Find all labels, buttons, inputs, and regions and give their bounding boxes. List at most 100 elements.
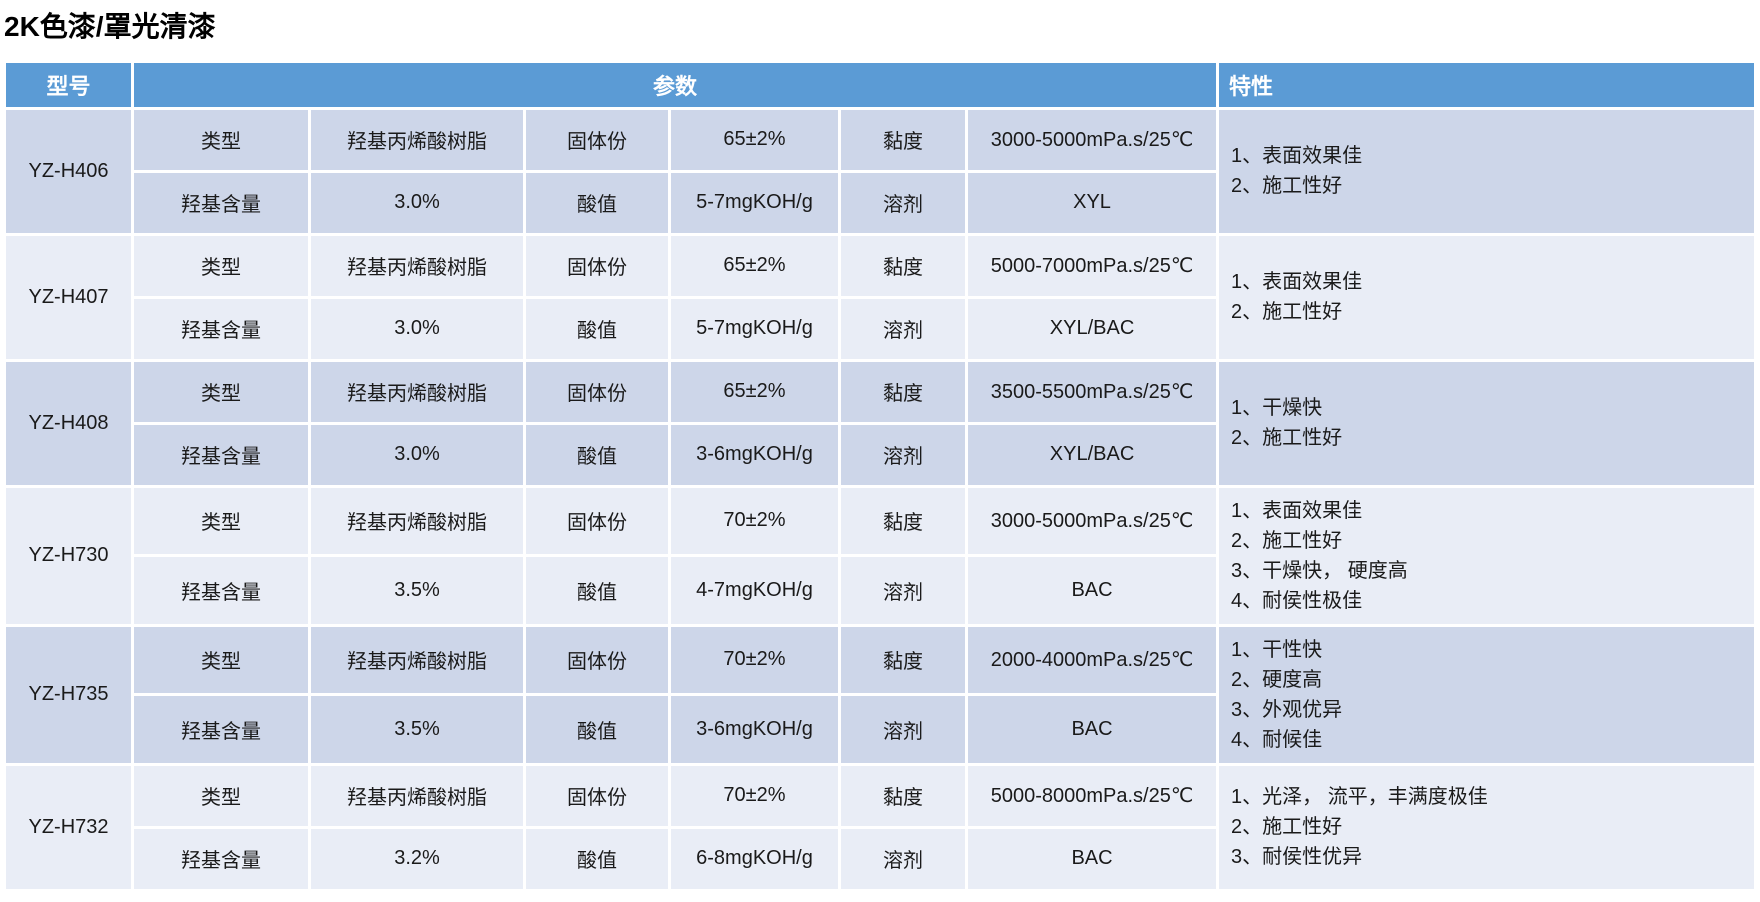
param-label-solvent: 溶剂 xyxy=(841,557,965,624)
param-label-viscosity: 黏度 xyxy=(841,765,965,826)
table-row-line2: 羟基含量 3.0% 酸值 3-6mgKOH/g 溶剂 XYL/BAC xyxy=(6,424,1754,485)
param-label-solvent: 溶剂 xyxy=(841,424,965,485)
param-label-solvent: 溶剂 xyxy=(841,172,965,233)
param-value-acid-value: 5-7mgKOH/g xyxy=(671,298,838,359)
feature-item: 2、施工性好 xyxy=(1231,529,1343,552)
features-list: 1、表面效果佳 2、施工性好 xyxy=(1231,267,1746,327)
feature-item: 2、施工性好 xyxy=(1231,427,1343,450)
param-label-acid-value: 酸值 xyxy=(526,557,668,624)
param-label-viscosity: 黏度 xyxy=(841,487,965,555)
table-row-line2: 羟基含量 3.2% 酸值 6-8mgKOH/g 溶剂 BAC xyxy=(6,828,1754,889)
table-row-line2: 羟基含量 3.0% 酸值 5-7mgKOH/g 溶剂 XYL/BAC xyxy=(6,298,1754,359)
param-label-acid-value: 酸值 xyxy=(526,298,668,359)
param-value-solvent: BAC xyxy=(968,696,1217,763)
model-cell: YZ-H407 xyxy=(6,235,131,359)
param-label-hydroxyl-content: 羟基含量 xyxy=(134,557,308,624)
param-label-solid-content: 固体份 xyxy=(526,765,668,826)
feature-item: 3、干燥快， 硬度高 xyxy=(1231,559,1408,582)
param-value-hydroxyl-content: 3.2% xyxy=(311,828,523,889)
param-value-solvent: XYL/BAC xyxy=(968,298,1217,359)
param-value-solvent: XYL/BAC xyxy=(968,424,1217,485)
param-label-hydroxyl-content: 羟基含量 xyxy=(134,828,308,889)
features-list: 1、表面效果佳 2、施工性好 xyxy=(1231,141,1746,201)
param-value-acid-value: 4-7mgKOH/g xyxy=(671,557,838,624)
param-value-type: 羟基丙烯酸树脂 xyxy=(311,235,523,296)
features-cell: 1、干燥快 2、施工性好 xyxy=(1219,361,1754,485)
param-label-solid-content: 固体份 xyxy=(526,235,668,296)
features-cell: 1、表面效果佳 2、施工性好 3、干燥快， 硬度高 4、耐侯性极佳 xyxy=(1219,487,1754,624)
param-label-solvent: 溶剂 xyxy=(841,696,965,763)
table-row-line2: 羟基含量 3.0% 酸值 5-7mgKOH/g 溶剂 XYL xyxy=(6,172,1754,233)
page-title: 2K色漆/罩光清漆 xyxy=(4,11,216,42)
param-value-type: 羟基丙烯酸树脂 xyxy=(311,765,523,826)
feature-item: 1、光泽， 流平，丰满度极佳 xyxy=(1231,786,1488,809)
param-label-solid-content: 固体份 xyxy=(526,109,668,170)
param-label-type: 类型 xyxy=(134,487,308,555)
param-value-hydroxyl-content: 3.0% xyxy=(311,298,523,359)
table-row-line1: YZ-H406 类型 羟基丙烯酸树脂 固体份 65±2% 黏度 3000-500… xyxy=(6,109,1754,233)
features-list: 1、表面效果佳 2、施工性好 3、干燥快， 硬度高 4、耐侯性极佳 xyxy=(1231,496,1746,616)
feature-item: 1、表面效果佳 xyxy=(1231,499,1363,522)
param-value-viscosity: 3000-5000mPa.s/25℃ xyxy=(968,109,1217,170)
param-label-solid-content: 固体份 xyxy=(526,626,668,694)
param-value-solid-content: 70±2% xyxy=(671,626,838,694)
param-label-viscosity: 黏度 xyxy=(841,626,965,694)
table-body: YZ-H406 类型 羟基丙烯酸树脂 固体份 65±2% 黏度 3000-500… xyxy=(6,109,1754,889)
param-label-viscosity: 黏度 xyxy=(841,109,965,170)
param-value-viscosity: 3000-5000mPa.s/25℃ xyxy=(968,487,1217,555)
param-value-hydroxyl-content: 3.5% xyxy=(311,696,523,763)
param-label-acid-value: 酸值 xyxy=(526,172,668,233)
param-label-type: 类型 xyxy=(134,109,308,170)
header-features: 特性 xyxy=(1219,62,1754,107)
features-cell: 1、表面效果佳 2、施工性好 xyxy=(1219,235,1754,359)
product-spec-table: 型号 参数 特性 YZ-H406 类型 羟基丙烯酸树脂 固体份 65±2% 黏度… xyxy=(3,59,1757,892)
param-value-acid-value: 3-6mgKOH/g xyxy=(671,696,838,763)
table-row-line1: YZ-H730 类型 羟基丙烯酸树脂 固体份 70±2% 黏度 3000-500… xyxy=(6,487,1754,624)
param-label-acid-value: 酸值 xyxy=(526,424,668,485)
param-value-hydroxyl-content: 3.0% xyxy=(311,172,523,233)
feature-item: 3、耐侯性优异 xyxy=(1231,846,1363,869)
param-label-type: 类型 xyxy=(134,765,308,826)
param-value-viscosity: 5000-7000mPa.s/25℃ xyxy=(968,235,1217,296)
param-value-solid-content: 65±2% xyxy=(671,109,838,170)
feature-item: 2、施工性好 xyxy=(1231,175,1343,198)
param-label-solvent: 溶剂 xyxy=(841,298,965,359)
param-value-solvent: BAC xyxy=(968,557,1217,624)
param-label-acid-value: 酸值 xyxy=(526,696,668,763)
features-list: 1、干燥快 2、施工性好 xyxy=(1231,393,1746,453)
param-value-hydroxyl-content: 3.5% xyxy=(311,557,523,624)
param-value-acid-value: 3-6mgKOH/g xyxy=(671,424,838,485)
feature-item: 1、干性快 xyxy=(1231,638,1323,661)
param-label-hydroxyl-content: 羟基含量 xyxy=(134,696,308,763)
features-list: 1、光泽， 流平，丰满度极佳 2、施工性好 3、耐侯性优异 xyxy=(1231,782,1746,872)
param-value-type: 羟基丙烯酸树脂 xyxy=(311,626,523,694)
model-cell: YZ-H730 xyxy=(6,487,131,624)
features-cell: 1、干性快 2、硬度高 3、外观优异 4、耐候佳 xyxy=(1219,626,1754,763)
model-cell: YZ-H732 xyxy=(6,765,131,889)
feature-item: 2、施工性好 xyxy=(1231,816,1343,839)
param-value-type: 羟基丙烯酸树脂 xyxy=(311,487,523,555)
param-label-solvent: 溶剂 xyxy=(841,828,965,889)
param-value-solid-content: 70±2% xyxy=(671,765,838,826)
param-label-viscosity: 黏度 xyxy=(841,361,965,422)
table-row-line1: YZ-H732 类型 羟基丙烯酸树脂 固体份 70±2% 黏度 5000-800… xyxy=(6,765,1754,889)
param-value-viscosity: 2000-4000mPa.s/25℃ xyxy=(968,626,1217,694)
param-label-hydroxyl-content: 羟基含量 xyxy=(134,298,308,359)
param-label-acid-value: 酸值 xyxy=(526,828,668,889)
table-header-row: 型号 参数 特性 xyxy=(6,62,1754,107)
table-row-line1: YZ-H407 类型 羟基丙烯酸树脂 固体份 65±2% 黏度 5000-700… xyxy=(6,235,1754,359)
param-label-hydroxyl-content: 羟基含量 xyxy=(134,172,308,233)
param-value-solvent: BAC xyxy=(968,828,1217,889)
feature-item: 1、干燥快 xyxy=(1231,397,1323,420)
param-value-solid-content: 70±2% xyxy=(671,487,838,555)
param-value-viscosity: 5000-8000mPa.s/25℃ xyxy=(968,765,1217,826)
table-row-line1: YZ-H735 类型 羟基丙烯酸树脂 固体份 70±2% 黏度 2000-400… xyxy=(6,626,1754,763)
feature-item: 2、施工性好 xyxy=(1231,301,1343,324)
feature-item: 3、外观优异 xyxy=(1231,698,1343,721)
param-value-type: 羟基丙烯酸树脂 xyxy=(311,109,523,170)
header-model: 型号 xyxy=(6,62,131,107)
table-row-line2: 羟基含量 3.5% 酸值 3-6mgKOH/g 溶剂 BAC xyxy=(6,696,1754,763)
feature-item: 1、表面效果佳 xyxy=(1231,145,1363,168)
feature-item: 1、表面效果佳 xyxy=(1231,271,1363,294)
